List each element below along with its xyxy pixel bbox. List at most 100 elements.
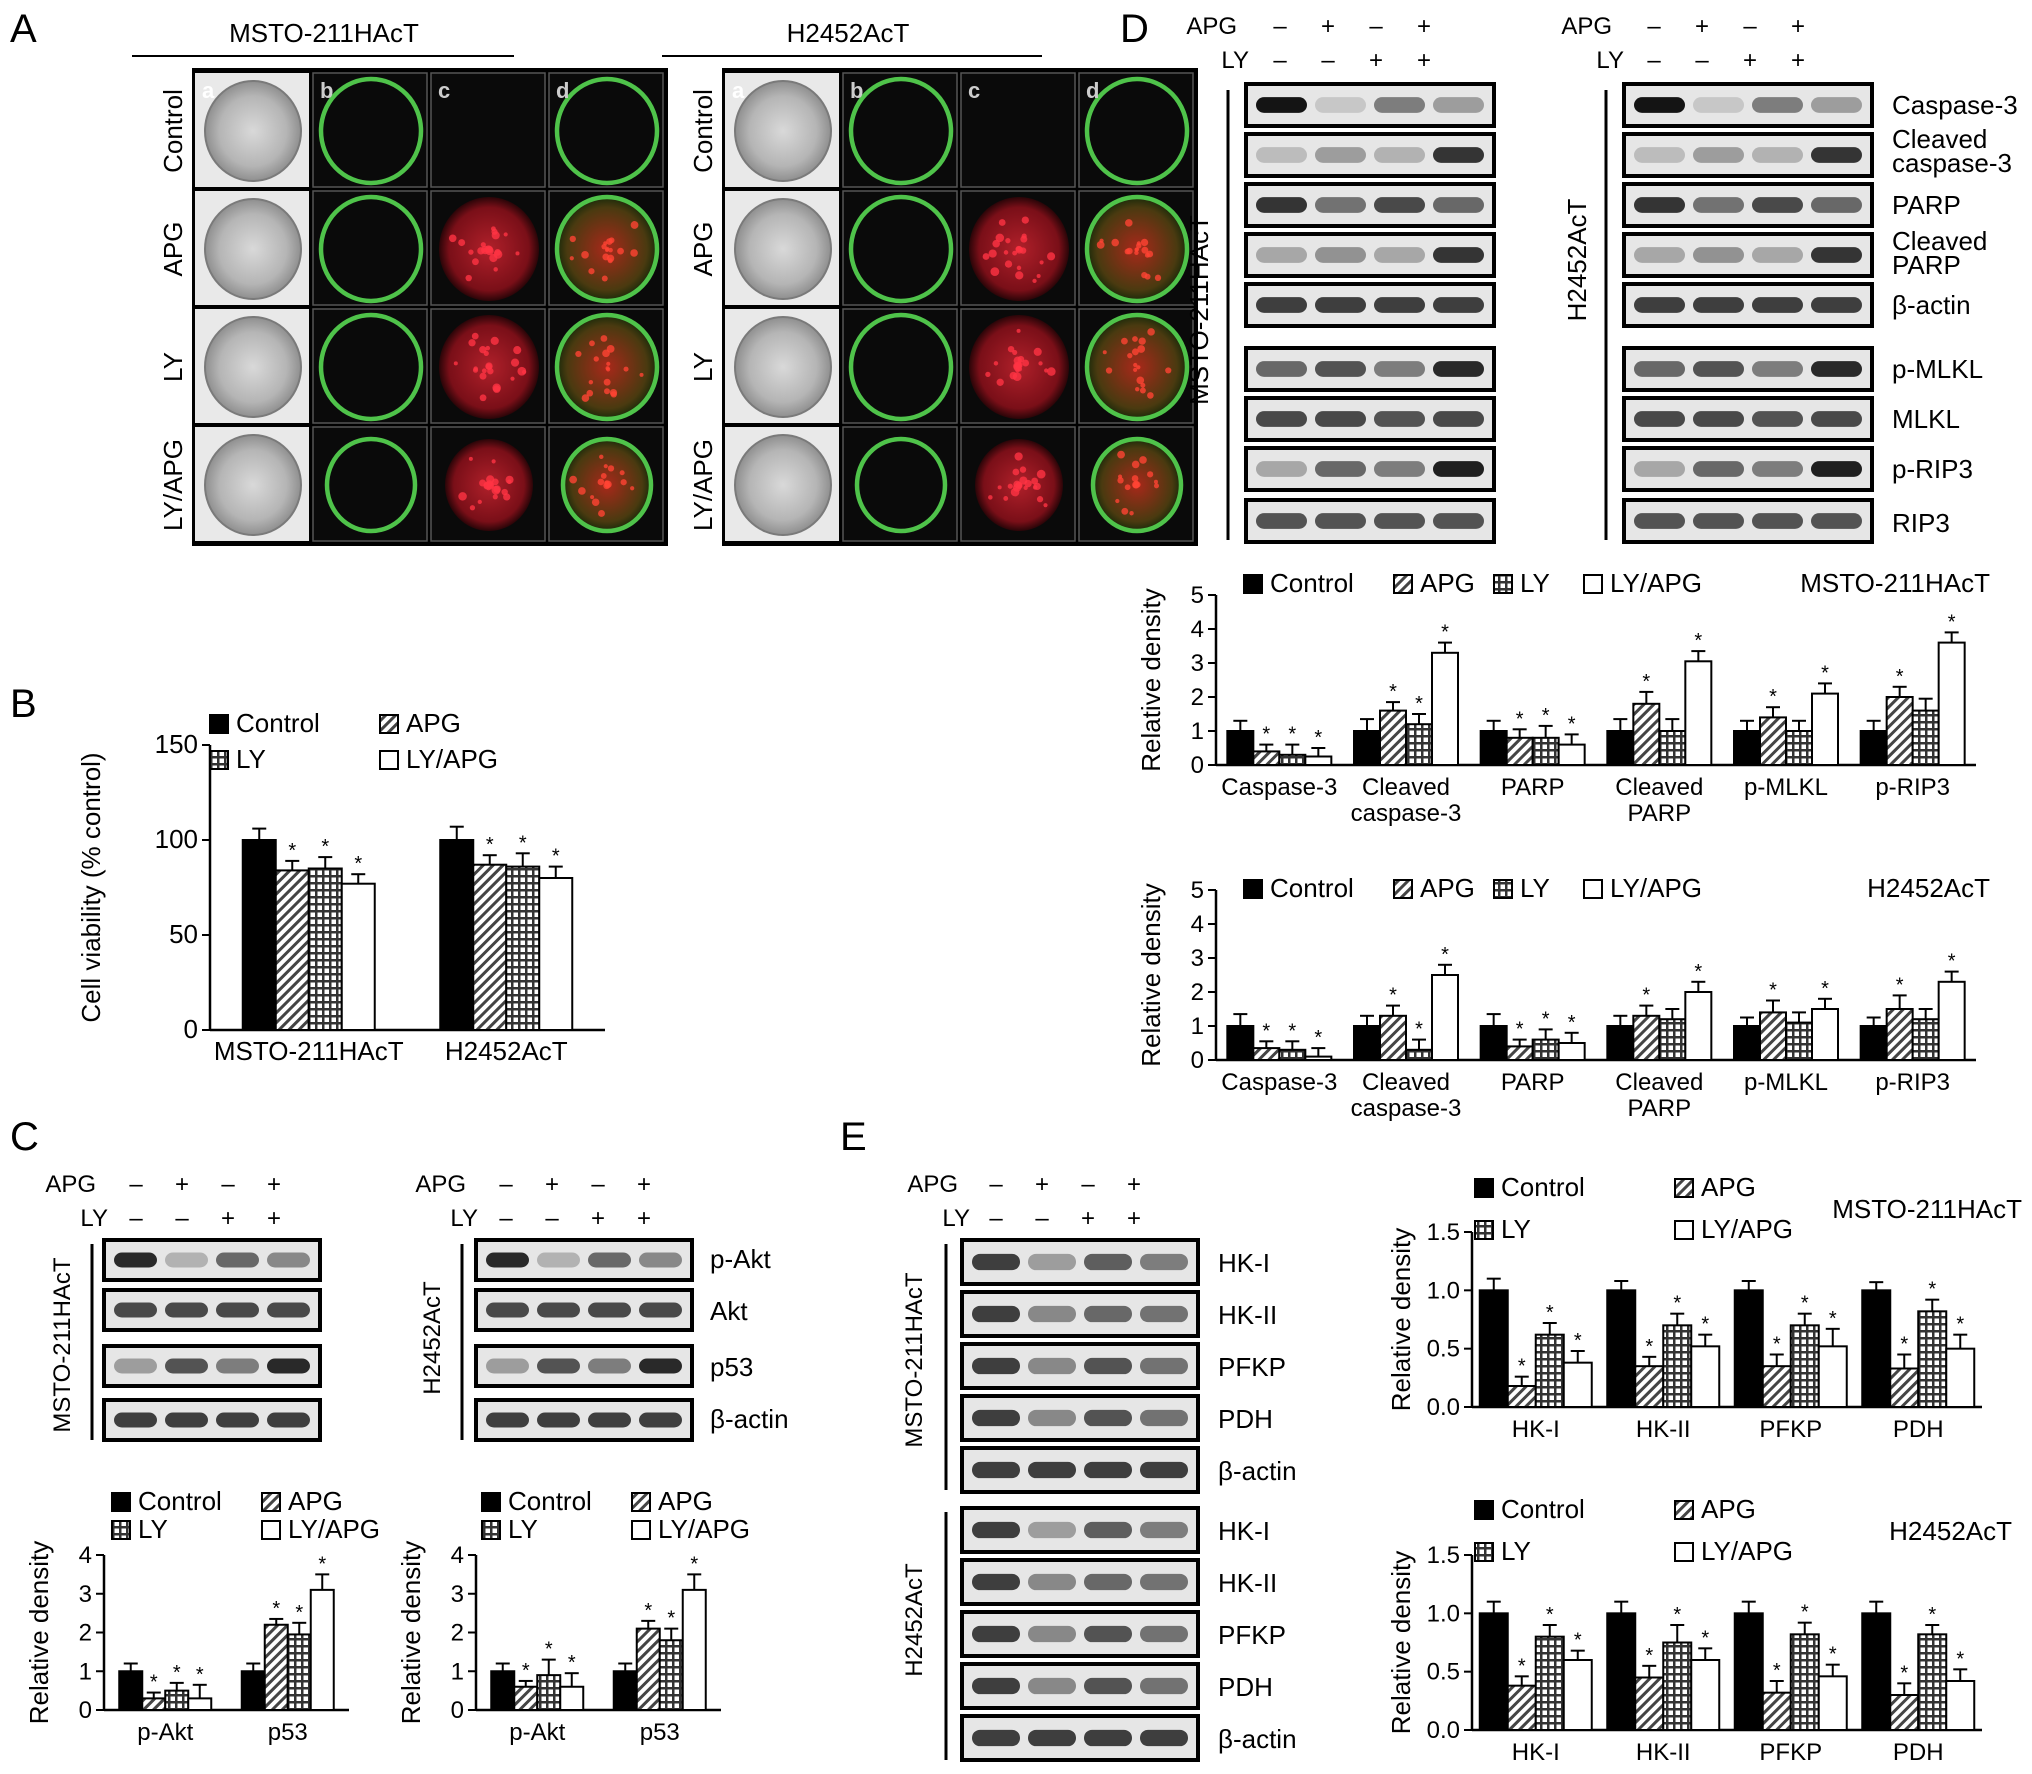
significance-star: * xyxy=(667,1608,675,1630)
blot-band xyxy=(1433,147,1484,163)
blot-band xyxy=(972,1521,1020,1539)
blot-band xyxy=(1433,513,1484,529)
bar-pdh-control xyxy=(1861,1289,1892,1409)
blot-band xyxy=(1315,197,1366,213)
bar-pfkp-ly xyxy=(1789,1633,1820,1732)
chart-title: MSTO-211HAcT xyxy=(1800,568,1990,598)
bar-p-rip3-apg xyxy=(1885,1008,1914,1061)
blot-c-h2452-p-akt xyxy=(474,1238,694,1282)
bar-hk-i-control xyxy=(1478,1612,1509,1732)
blot-c-label-akt: Akt xyxy=(710,1296,748,1326)
legend-label-control: Control xyxy=(1270,873,1354,903)
blot-band xyxy=(1374,197,1425,213)
legend-label-control: Control xyxy=(1501,1494,1585,1524)
blot-band xyxy=(1752,297,1803,313)
blot-band xyxy=(1028,1409,1076,1427)
blot-band xyxy=(1374,147,1425,163)
blot-e-msto-pdh xyxy=(960,1394,1200,1442)
micro-cell-ly-apg-d xyxy=(1078,426,1194,542)
significance-star: * xyxy=(1415,693,1423,715)
significance-star: * xyxy=(522,1660,530,1682)
significance-star: * xyxy=(1441,944,1449,966)
significance-star: * xyxy=(1642,985,1650,1007)
bar-hk-ii-ly xyxy=(1662,1641,1693,1731)
legend-label-apg: APG xyxy=(1420,873,1475,903)
treat-sign-apg: + xyxy=(175,1171,189,1198)
micro-cell-control-a: a xyxy=(195,73,309,187)
blot-d-h2452-parp xyxy=(1622,182,1874,228)
significance-star: * xyxy=(1701,1314,1709,1336)
x-category-p53: p53 xyxy=(268,1719,308,1746)
bar-caspase-3-ly-apg xyxy=(1304,1055,1333,1061)
blot-band xyxy=(1315,97,1366,113)
blot-band xyxy=(267,1412,310,1428)
treat-sign-apg: – xyxy=(1273,13,1287,40)
blot-band xyxy=(1315,147,1366,163)
blot-e-msto-hk-i xyxy=(960,1238,1200,1286)
micro-cell-control-c: c xyxy=(960,72,1076,188)
bar-h2452act-control xyxy=(439,839,475,1031)
x-category-cleaved-parp: Cleaved xyxy=(1615,1069,1703,1096)
bar-hk-ii-control xyxy=(1606,1289,1637,1409)
micro-col-label: a xyxy=(202,78,215,103)
legend-swatch-apg xyxy=(379,714,399,734)
blot-band xyxy=(1433,361,1484,377)
blot-e-bottom-label-hk-i: HK-I xyxy=(1218,1516,1270,1546)
legend-swatch-ly xyxy=(481,1520,501,1540)
blot-band xyxy=(1256,361,1307,377)
blot-band xyxy=(1433,461,1484,477)
treat-sign-ly: + xyxy=(591,1205,605,1232)
blot-panel-d: APGLY––+––+++APGLY––+––+++Caspase-3Cleav… xyxy=(1184,13,2018,544)
significance-star: * xyxy=(1645,1645,1653,1667)
y-axis-label: Relative density xyxy=(1386,1551,1416,1735)
bar-hk-ii-apg xyxy=(1634,1365,1665,1408)
blot-band xyxy=(1256,197,1307,213)
panel-label-a: A xyxy=(10,7,37,51)
bar-p-rip3-control xyxy=(1859,730,1888,766)
treat-label-apg: APG xyxy=(1561,13,1612,40)
bar-pdh-ly xyxy=(1917,1310,1948,1409)
x-category-cleaved-caspase-3: Cleaved xyxy=(1362,1069,1450,1096)
treat-sign-apg: + xyxy=(1417,13,1431,40)
significance-star: * xyxy=(1314,1027,1322,1049)
bar-p53-control xyxy=(612,1670,638,1711)
blot-d-msto-p-mlkl xyxy=(1244,346,1496,392)
blot-c-msto-beta-actin xyxy=(102,1398,322,1442)
legend-label-control: Control xyxy=(1501,1172,1585,1202)
blot-band xyxy=(1634,411,1685,427)
legend-swatch-ly xyxy=(1493,879,1513,899)
significance-star: * xyxy=(1516,708,1524,730)
treat-sign-apg: – xyxy=(1647,13,1661,40)
legend-label-apg: APG xyxy=(1420,568,1475,598)
significance-star: * xyxy=(1542,1008,1550,1030)
bar-pdh-ly-apg xyxy=(1945,1347,1976,1408)
x-category-cleaved-caspase-3: Cleaved xyxy=(1362,774,1450,801)
treat-sign-ly: – xyxy=(175,1205,189,1232)
blot-band xyxy=(972,1625,1020,1643)
blot-band xyxy=(1084,1357,1132,1375)
significance-star: * xyxy=(568,1652,576,1674)
significance-star: * xyxy=(690,1553,698,1575)
blot-label-beta-actin: β-actin xyxy=(1892,290,1971,320)
bar-hk-ii-ly-apg xyxy=(1690,1345,1721,1409)
blot-band xyxy=(639,1358,682,1374)
micro-cell-apg-a xyxy=(195,191,309,305)
blot-d-msto-rip3 xyxy=(1244,498,1496,544)
legend-swatch-ly xyxy=(1474,1220,1494,1240)
y-tick-label: 1 xyxy=(1191,1013,1204,1040)
blot-e-msto-pfkp xyxy=(960,1342,1200,1390)
blot-band xyxy=(1752,247,1803,263)
blot-band xyxy=(1811,513,1862,529)
treat-sign-apg: + xyxy=(545,1171,559,1198)
y-tick-label: 2 xyxy=(1191,979,1204,1006)
blot-e-h2452-pfkp xyxy=(960,1610,1200,1658)
micro-cell-control-b: b xyxy=(842,72,958,188)
blot-band xyxy=(1140,1253,1188,1271)
legend-swatch-ly-apg xyxy=(631,1520,651,1540)
bar-parp-apg xyxy=(1505,736,1534,766)
bar-p-akt-ly-apg xyxy=(187,1697,213,1711)
bar-pdh-ly xyxy=(1917,1633,1948,1732)
legend-swatch-control xyxy=(1474,1178,1494,1198)
blot-panel-e: APGLY––+––+++HK-IHK-IIPFKPPDHβ-actinHK-I… xyxy=(901,1171,1297,1762)
bar-hk-i-apg xyxy=(1506,1385,1537,1408)
